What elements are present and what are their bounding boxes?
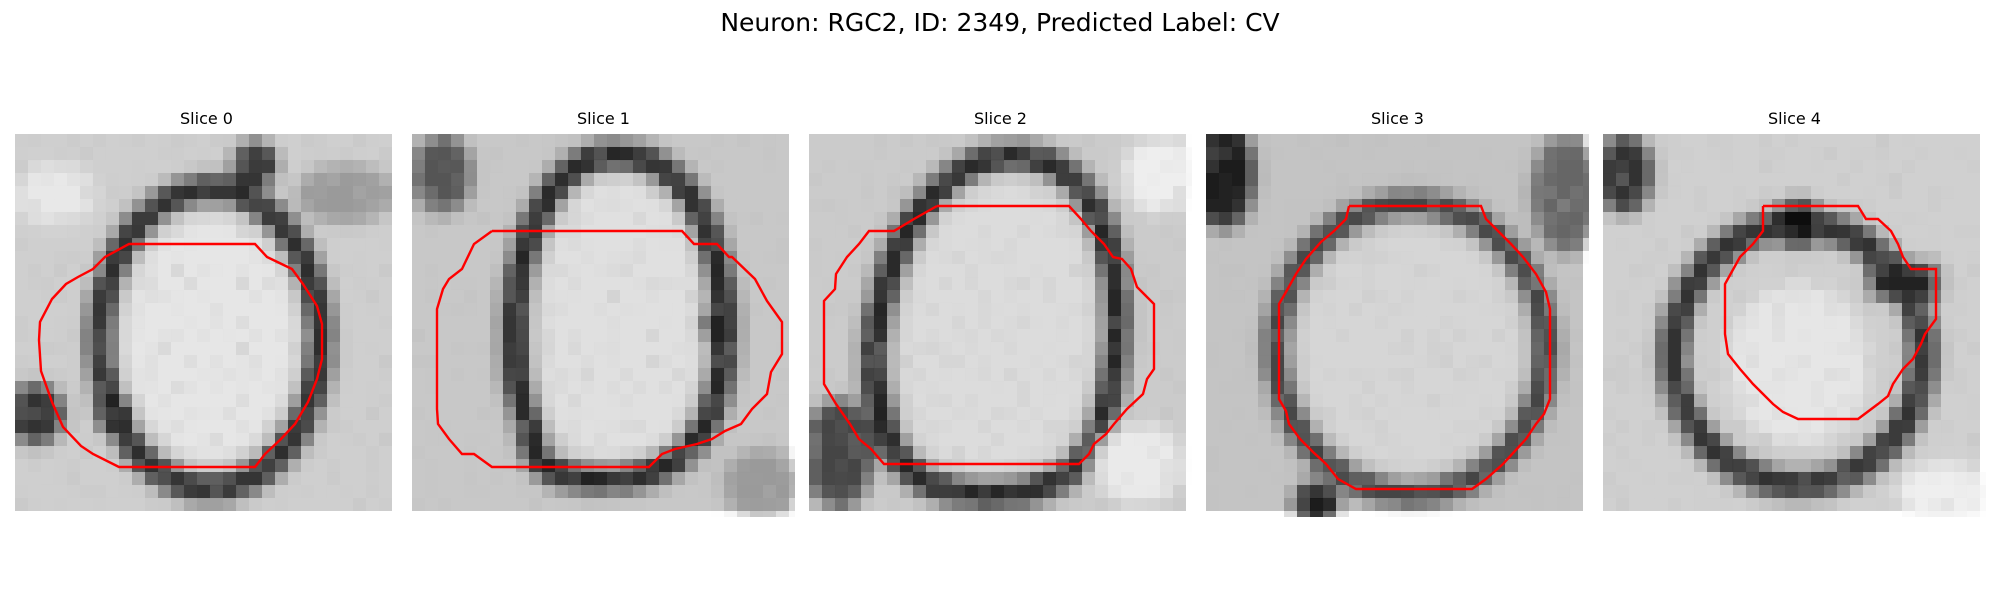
slice-1-svg xyxy=(412,134,795,517)
slice-0-contour xyxy=(37,242,324,469)
figure-title: Neuron: RGC2, ID: 2349, Predicted Label:… xyxy=(720,8,1280,37)
slice-3-svg xyxy=(1206,134,1589,517)
slice-0-svg xyxy=(15,134,398,517)
panel-title-slice-4: Slice 4 xyxy=(1768,109,1821,128)
panel-title-slice-0: Slice 0 xyxy=(180,109,233,128)
slice-2-svg xyxy=(809,134,1192,517)
panel-title-slice-2: Slice 2 xyxy=(974,109,1027,128)
slice-4-image xyxy=(1603,134,1986,517)
panel-title-slice-3: Slice 3 xyxy=(1371,109,1424,128)
panel-title-slice-1: Slice 1 xyxy=(577,109,630,128)
slice-2-contour xyxy=(822,204,1156,466)
slice-2-image xyxy=(809,134,1192,517)
slice-1-contour xyxy=(435,229,784,469)
slice-4-contour xyxy=(1723,204,1938,421)
slice-4-svg xyxy=(1603,134,1986,517)
slice-1-image xyxy=(412,134,795,517)
slice-3-image xyxy=(1206,134,1589,517)
slice-3-contour xyxy=(1277,204,1552,491)
slice-0-image xyxy=(15,134,398,517)
